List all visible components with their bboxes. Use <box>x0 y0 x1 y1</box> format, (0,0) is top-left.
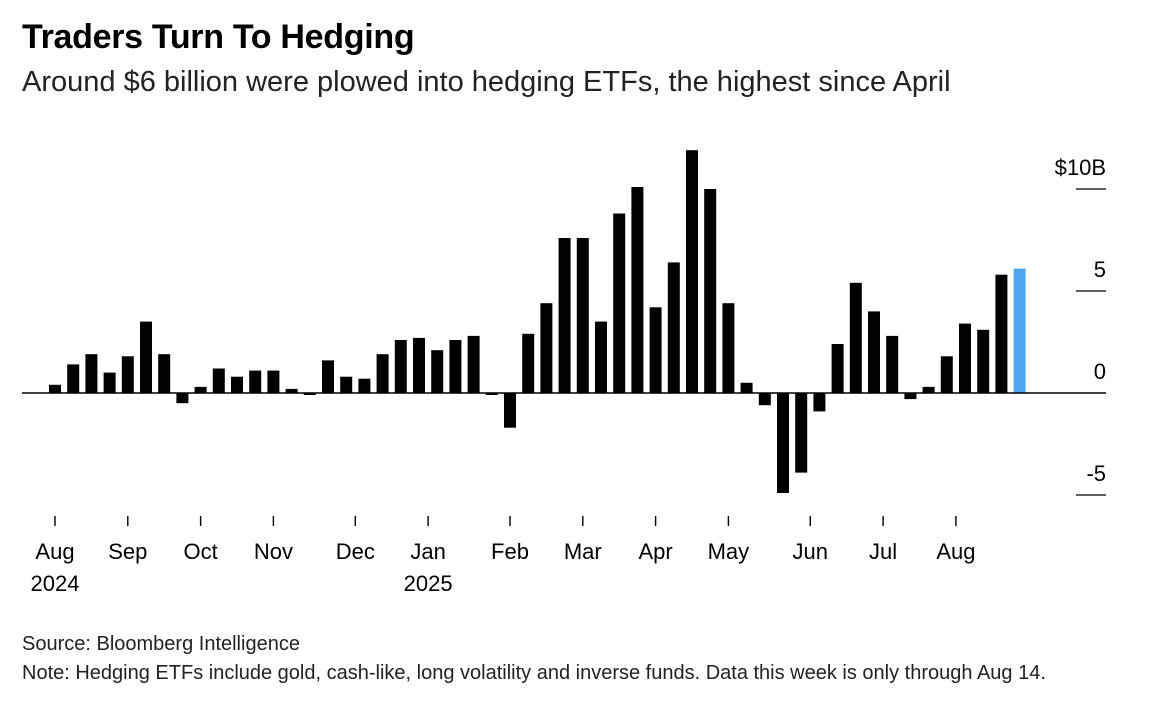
bar <box>376 354 389 393</box>
bar <box>158 354 171 393</box>
bar <box>940 356 953 393</box>
bar <box>631 187 644 393</box>
bar <box>849 282 862 393</box>
y-axis: $10B 5 0 -5 <box>1055 155 1106 486</box>
bar <box>394 340 407 393</box>
bar <box>212 368 225 393</box>
bar <box>558 238 571 393</box>
bar <box>449 340 462 393</box>
bar <box>340 376 353 393</box>
bar <box>959 323 971 393</box>
bar <box>868 311 880 393</box>
bar <box>977 329 990 393</box>
chart-title: Traders Turn To Hedging <box>22 18 415 56</box>
bar-series <box>49 150 1026 493</box>
x-tick-label: Nov <box>254 539 293 564</box>
y-gridlines <box>1076 188 1106 496</box>
y-tick-label: $10B <box>1055 155 1106 180</box>
bar <box>285 388 298 393</box>
x-tick-label: Apr <box>638 539 672 564</box>
bar <box>121 356 134 393</box>
bar <box>431 350 444 393</box>
bar <box>176 393 189 404</box>
bar <box>740 382 753 393</box>
bar <box>886 335 899 393</box>
bar <box>267 370 280 393</box>
x-tick-label: Jul <box>869 539 897 564</box>
x-tick-label: Jan <box>410 539 445 564</box>
bar <box>303 393 316 395</box>
x-tick-label: Oct <box>183 539 217 564</box>
bar <box>777 393 789 493</box>
bar <box>595 321 607 393</box>
x-tick-label: Mar <box>564 539 602 564</box>
bar <box>649 307 662 393</box>
bar <box>413 337 425 393</box>
bar <box>722 303 735 393</box>
x-axis: Aug 2024 Sep Oct Nov Dec Jan 2025 Feb Mar Apr May Ju… <box>31 516 975 596</box>
x-tick-year-label: 2024 <box>31 571 80 596</box>
footnote: Note: Hedging ETFs include gold, cash-li… <box>22 662 1046 684</box>
bar <box>795 393 808 473</box>
bar <box>613 213 626 393</box>
bar <box>85 354 98 393</box>
bar <box>67 364 80 393</box>
x-tick-label: Sep <box>108 539 147 564</box>
bar <box>758 393 771 406</box>
bar <box>922 386 935 393</box>
bar <box>904 393 917 400</box>
bar <box>576 238 589 393</box>
chart-subtitle: Around $6 billion were plowed into hedgi… <box>22 66 951 98</box>
x-tick-label: Feb <box>491 539 529 564</box>
x-tick-label: May <box>708 539 750 564</box>
bar-chart: $10B 5 0 -5 Aug 2024 Sep Oct Nov Dec Jan 2025 Feb Ma… <box>22 150 1106 596</box>
y-tick-label: 5 <box>1094 257 1106 282</box>
bar <box>322 360 334 393</box>
bar <box>522 333 535 393</box>
bar <box>103 372 116 393</box>
x-tick-label: Aug <box>936 539 975 564</box>
y-tick-label: 0 <box>1094 359 1106 384</box>
bar <box>686 150 698 393</box>
y-tick-label: -5 <box>1086 461 1106 486</box>
bar <box>831 344 844 393</box>
x-tick-year-label: 2025 <box>404 571 453 596</box>
bar <box>231 376 243 393</box>
bar <box>140 321 152 393</box>
bar <box>485 393 498 395</box>
bar <box>467 335 480 393</box>
bar <box>504 393 516 428</box>
bar <box>358 378 371 393</box>
x-tick-label: Jun <box>793 539 828 564</box>
x-tick-label: Dec <box>336 539 375 564</box>
bar <box>667 262 680 393</box>
bar <box>540 303 553 393</box>
bar <box>704 189 717 393</box>
bar-current-week <box>1013 268 1026 393</box>
x-tick-label: Aug <box>35 539 74 564</box>
bar <box>249 370 262 393</box>
bar <box>194 386 207 393</box>
bar <box>995 274 1008 393</box>
bar <box>813 393 826 412</box>
bar <box>49 384 61 393</box>
source-note: Source: Bloomberg Intelligence <box>22 633 300 655</box>
